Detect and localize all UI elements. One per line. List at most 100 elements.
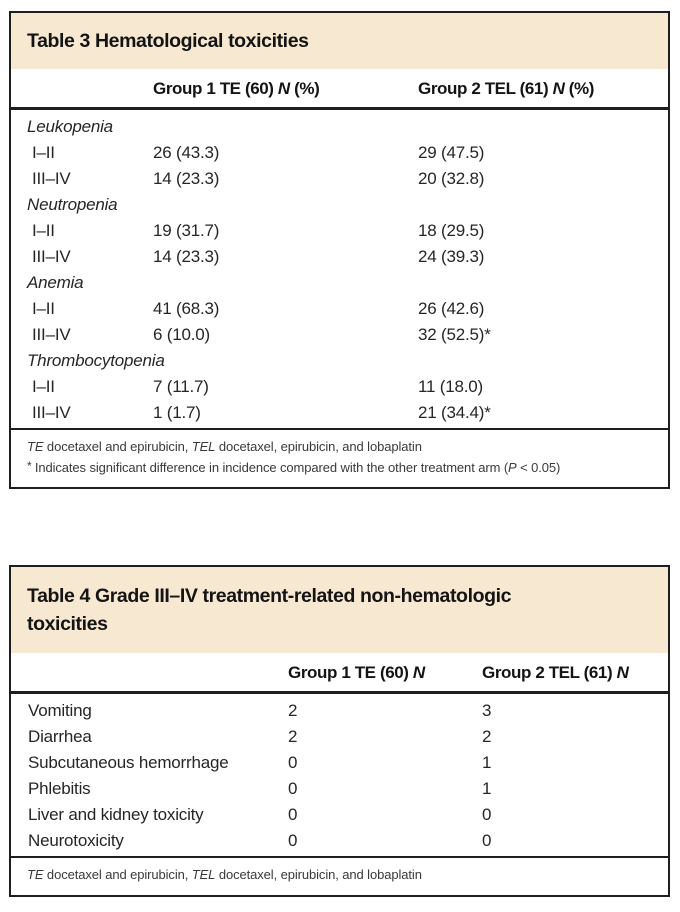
row-label: Neurotoxicity: [28, 831, 124, 850]
group2-header-text: Group 2 TEL (61): [418, 79, 553, 98]
table4-footnotes: TE docetaxel and epirubicin, TEL docetax…: [11, 858, 668, 895]
p-value-text: < 0.05): [516, 459, 561, 475]
tel-definition: docetaxel, epirubicin, and lobaplatin: [215, 867, 422, 882]
table4-card: Table 4 Grade III–IV treatment-related n…: [9, 565, 670, 897]
group1-header-n: N: [277, 79, 290, 98]
te-abbrev: TE: [27, 439, 44, 454]
header-rule: [11, 691, 668, 694]
section-label: Leukopenia: [27, 117, 113, 136]
column-header-group1: Group 1 TE (60) N: [288, 660, 482, 686]
column-header-group1: Group 1 TE (60) N (%): [153, 76, 418, 102]
row-label: I–II: [32, 221, 55, 240]
group1-value: 14 (23.3): [153, 169, 220, 188]
section-row: Anemia: [27, 270, 652, 296]
row-label: Liver and kidney toxicity: [28, 805, 204, 824]
group1-value: 0: [288, 753, 298, 772]
section-row: Neutropenia: [27, 192, 652, 218]
group2-header-n: N: [552, 79, 565, 98]
row-label: III–IV: [32, 169, 71, 188]
table-row: III–IV 6 (10.0) 32 (52.5)*: [27, 322, 652, 348]
group2-header-text: Group 2 TEL (61): [482, 663, 617, 682]
tel-abbrev: TEL: [191, 439, 216, 454]
group1-value: 6 (10.0): [153, 325, 210, 344]
te-definition: docetaxel and epirubicin,: [43, 439, 192, 454]
group1-header-text: Group 1 TE (60): [288, 663, 413, 682]
group1-header-pct: (%): [289, 79, 320, 98]
group2-value: 1: [482, 779, 492, 798]
section-row: Thrombocytopenia: [27, 348, 652, 374]
section-row: Leukopenia: [27, 114, 652, 140]
group2-value: 0: [482, 831, 492, 850]
table4-column-headers: Group 1 TE (60) N Group 2 TEL (61) N: [11, 653, 668, 691]
column-header-group2: Group 2 TEL (61) N (%): [418, 76, 652, 102]
section-label: Neutropenia: [27, 195, 118, 214]
group1-header-n: N: [412, 663, 425, 682]
header-rule: [11, 107, 668, 110]
footnote-rule: [11, 856, 668, 858]
group1-value: 0: [288, 831, 298, 850]
group2-value: 2: [482, 727, 492, 746]
group2-value: 1: [482, 753, 492, 772]
abbreviation-footnote: TE docetaxel and epirubicin, TEL docetax…: [27, 438, 656, 457]
row-label: Diarrhea: [28, 727, 92, 746]
group2-value: 21 (34.4)*: [418, 403, 491, 422]
section-label: Thrombocytopenia: [27, 351, 165, 370]
table4-title: Table 4 Grade III–IV treatment-related n…: [27, 585, 512, 635]
row-label: III–IV: [32, 325, 71, 344]
abbreviation-footnote: TE docetaxel and epirubicin, TEL docetax…: [27, 866, 656, 885]
table4-title-bar: Table 4 Grade III–IV treatment-related n…: [11, 567, 668, 653]
group2-value: 24 (39.3): [418, 247, 485, 266]
group2-header-pct: (%): [564, 79, 595, 98]
group1-value: 2: [288, 727, 298, 746]
group2-value: 11 (18.0): [418, 377, 483, 396]
asterisk-marker: *: [27, 458, 35, 473]
row-label: Subcutaneous hemorrhage: [28, 753, 229, 772]
table-row: Subcutaneous hemorrhage 0 1: [27, 750, 652, 776]
table3-card: Table 3 Hematological toxicities Group 1…: [9, 11, 670, 489]
group1-value: 1 (1.7): [153, 403, 201, 422]
table-row: Diarrhea 2 2: [27, 724, 652, 750]
table-row: I–II 19 (31.7) 18 (29.5): [27, 218, 652, 244]
table4-body: Vomiting 2 3 Diarrhea 2 2 Subcutaneous hemor…: [11, 694, 668, 856]
group2-value: 29 (47.5): [418, 143, 485, 162]
table-row: Neurotoxicity 0 0: [27, 828, 652, 854]
group2-value: 18 (29.5): [418, 221, 485, 240]
row-label: Phlebitis: [28, 779, 91, 798]
group2-value: 0: [482, 805, 492, 824]
table3-column-headers: Group 1 TE (60) N (%) Group 2 TEL (61) N…: [11, 69, 668, 107]
te-definition: docetaxel and epirubicin,: [43, 867, 192, 882]
footnote-rule: [11, 428, 668, 430]
row-label: III–IV: [32, 403, 71, 422]
group1-value: 14 (23.3): [153, 247, 220, 266]
group1-value: 0: [288, 779, 298, 798]
table-row: III–IV 1 (1.7) 21 (34.4)*: [27, 400, 652, 426]
group1-value: 19 (31.7): [153, 221, 220, 240]
table3-title-bar: Table 3 Hematological toxicities: [11, 13, 668, 69]
table3-title: Table 3 Hematological toxicities: [27, 30, 309, 52]
group1-value: 2: [288, 701, 298, 720]
significance-footnote: * Indicates significant difference in in…: [27, 457, 656, 478]
table-row: Vomiting 2 3: [27, 698, 652, 724]
row-label: III–IV: [32, 247, 71, 266]
group1-value: 7 (11.7): [153, 377, 209, 396]
row-label: I–II: [32, 377, 55, 396]
column-header-group2: Group 2 TEL (61) N: [482, 660, 652, 686]
table-row: I–II 26 (43.3) 29 (47.5): [27, 140, 652, 166]
table-row: Phlebitis 0 1: [27, 776, 652, 802]
table-row: I–II 7 (11.7) 11 (18.0): [27, 374, 652, 400]
group2-header-n: N: [616, 663, 629, 682]
significance-text: Indicates significant difference in inci…: [34, 459, 509, 475]
group2-value: 26 (42.6): [418, 299, 485, 318]
p-symbol: P: [508, 459, 517, 475]
group1-value: 26 (43.3): [153, 143, 220, 162]
table3-footnotes: TE docetaxel and epirubicin, TEL docetax…: [11, 430, 668, 487]
tel-definition: docetaxel, epirubicin, and lobaplatin: [215, 439, 422, 454]
group2-value: 20 (32.8): [418, 169, 485, 188]
tel-abbrev: TEL: [191, 867, 216, 882]
group1-header-text: Group 1 TE (60): [153, 79, 278, 98]
table3-body: Leukopenia I–II 26 (43.3) 29 (47.5) III–IV…: [11, 110, 668, 428]
row-label: I–II: [32, 299, 55, 318]
te-abbrev: TE: [27, 867, 44, 882]
group2-value: 32 (52.5)*: [418, 325, 491, 344]
